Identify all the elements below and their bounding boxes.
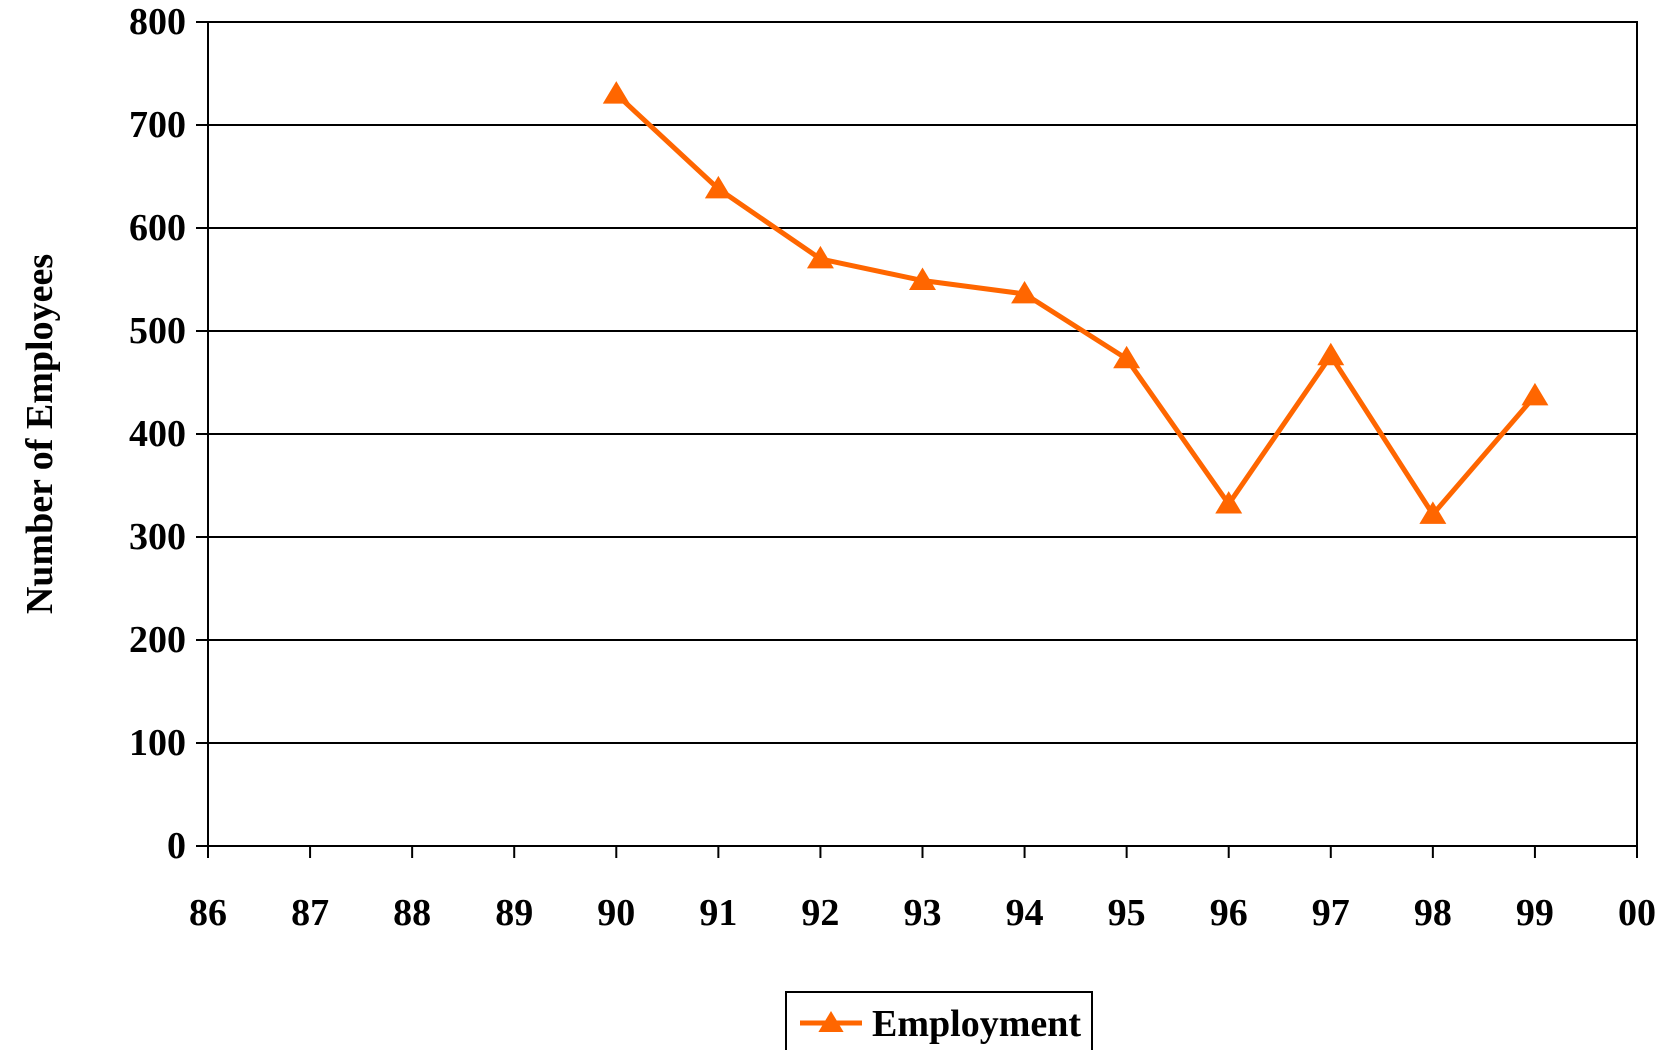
x-tick-label-97: 97: [1312, 892, 1350, 934]
x-tick-label-91: 91: [699, 892, 737, 934]
legend-label-employment: Employment: [872, 1003, 1081, 1045]
series-line-employment: [614, 92, 1537, 517]
x-tick-label-98: 98: [1414, 892, 1452, 934]
data-point-90: [602, 81, 630, 104]
data-point-95: [1113, 345, 1141, 369]
y-tick-label-300: 300: [129, 516, 186, 558]
y-tick-label-500: 500: [129, 310, 186, 352]
y-tick-label-200: 200: [129, 619, 186, 661]
y-tick-label-800: 800: [129, 1, 186, 43]
x-tick-label-95: 95: [1108, 892, 1146, 934]
data-point-97: [1317, 342, 1345, 366]
x-tick-label-00: 00: [1618, 892, 1656, 934]
data-point-94: [1011, 280, 1039, 304]
legend: Employment: [785, 991, 1093, 1050]
y-tick-label-0: 0: [167, 825, 186, 867]
x-tick-label-90: 90: [597, 892, 635, 934]
x-tick-label-92: 92: [801, 892, 839, 934]
data-point-99: [1521, 382, 1549, 406]
x-tick-label-86: 86: [189, 892, 227, 934]
y-tick-label-100: 100: [129, 722, 186, 764]
x-tick-label-88: 88: [393, 892, 431, 934]
legend-triangle-marker: [818, 1011, 844, 1032]
data-point-91: [704, 175, 732, 199]
y-tick-label-700: 700: [129, 104, 186, 146]
x-tick-label-89: 89: [495, 892, 533, 934]
data-point-98: [1419, 501, 1447, 524]
series-employment: [602, 81, 1549, 524]
x-tick-label-99: 99: [1516, 892, 1554, 934]
axis-ticks: 0 100 200 300 400 500 600 700 800 86 87 88 89 90 91 92 9…: [129, 1, 1656, 934]
y-tick-label-600: 600: [129, 207, 186, 249]
x-tick-label-96: 96: [1210, 892, 1248, 934]
x-tick-label-93: 93: [904, 892, 942, 934]
gridlines: [208, 21, 1637, 744]
y-tick-label-400: 400: [129, 413, 186, 455]
y-axis-title: Number of Employees: [19, 254, 61, 614]
data-point-92: [806, 245, 834, 269]
data-point-96: [1215, 491, 1243, 514]
x-tick-label-94: 94: [1006, 892, 1044, 934]
x-tick-label-87: 87: [291, 892, 329, 934]
data-point-93: [909, 267, 936, 291]
